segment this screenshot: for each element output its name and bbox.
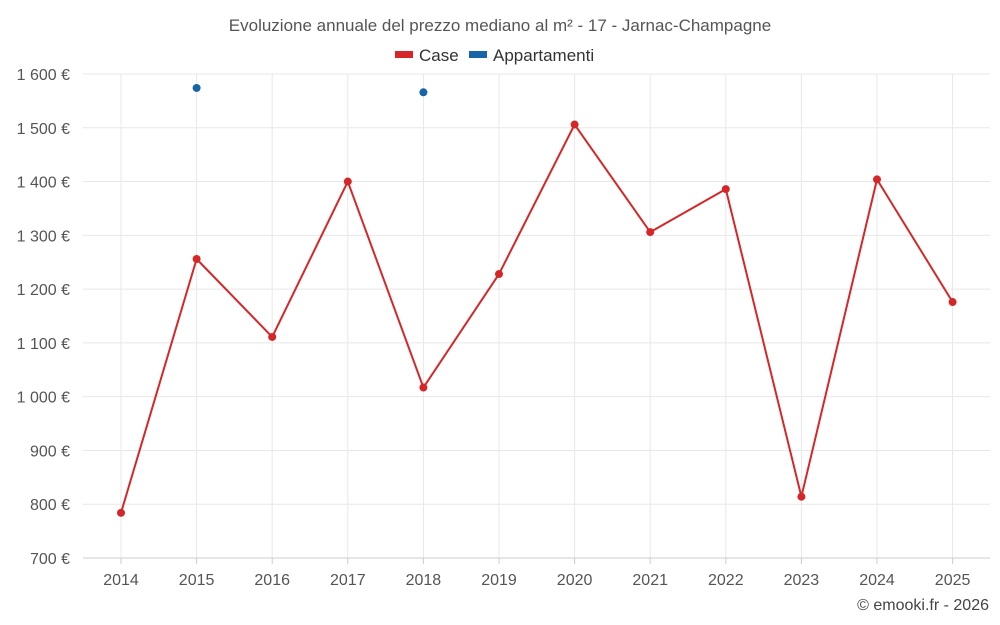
y-tick-label: 1 100 € [17,336,70,353]
data-point-case[interactable] [268,332,277,341]
data-point-case[interactable] [570,120,579,129]
legend-item-appartamenti[interactable]: Appartamenti [469,46,594,65]
data-point-case[interactable] [419,383,428,392]
series-appartamenti [192,83,428,97]
legend-item-case[interactable]: Case [395,46,459,65]
data-point-case[interactable] [797,492,806,501]
y-tick-label: 700 € [30,551,70,568]
data-point-case[interactable] [873,175,881,184]
x-tick-label: 2022 [708,572,744,589]
data-point-case[interactable] [721,185,730,194]
series-line-case [120,123,954,514]
series [117,83,957,517]
x-tick-label: 2016 [254,572,290,589]
legend-label-case: Case [419,46,459,65]
x-tick-label: 2024 [859,572,895,589]
y-tick-label: 1 300 € [17,228,70,245]
y-tick-label: 1 500 € [17,121,70,138]
x-tick-label: 2023 [784,572,820,589]
x-tick-label: 2017 [330,572,366,589]
data-point-appartamenti[interactable] [419,88,428,97]
x-tick-label: 2019 [481,572,517,589]
y-tick-label: 800 € [30,497,70,514]
x-tick-label: 2025 [935,572,971,589]
data-point-case[interactable] [343,177,352,186]
x-tick-label: 2020 [557,572,593,589]
data-point-case[interactable] [192,254,201,263]
data-point-case[interactable] [495,270,503,279]
credit-text: © emooki.fr - 2026 [857,597,989,614]
data-point-case[interactable] [646,228,655,237]
x-tick-label: 2018 [406,572,442,589]
y-tick-label: 1 000 € [17,390,70,407]
series-case [117,120,957,517]
x-tick-label: 2015 [179,572,215,589]
data-point-case[interactable] [117,508,125,517]
x-tick-label: 2021 [632,572,668,589]
legend-swatch-case [395,51,413,58]
x-tick-label: 2014 [103,572,139,589]
legend: Case Appartamenti [395,46,594,65]
grid [83,73,990,559]
y-tick-label: 1 200 € [17,282,70,299]
y-tick-label: 1 600 € [17,67,70,84]
legend-swatch-appartamenti [469,51,487,58]
legend-label-appartamenti: Appartamenti [493,46,594,65]
chart-title: Evoluzione annuale del prezzo mediano al… [229,16,771,35]
data-point-case[interactable] [948,298,957,307]
x-axis-ticks: 2014 2015 2016 2017 2018 2019 2020 2021 2022 2023… [103,558,970,589]
y-tick-label: 900 € [30,443,70,460]
y-axis-ticks: 700 € 800 € 900 € 1 000 € 1 100 € 1 200 € 1 30… [17,67,70,568]
y-tick-label: 1 400 € [17,175,70,192]
data-point-appartamenti[interactable] [192,83,201,92]
